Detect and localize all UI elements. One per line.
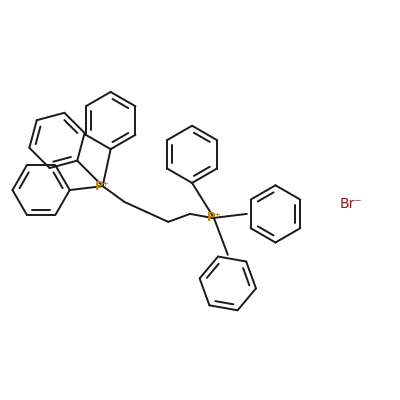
- Text: P⁺: P⁺: [95, 180, 110, 192]
- Text: Br⁻: Br⁻: [340, 197, 362, 211]
- Text: P⁺: P⁺: [206, 211, 221, 224]
